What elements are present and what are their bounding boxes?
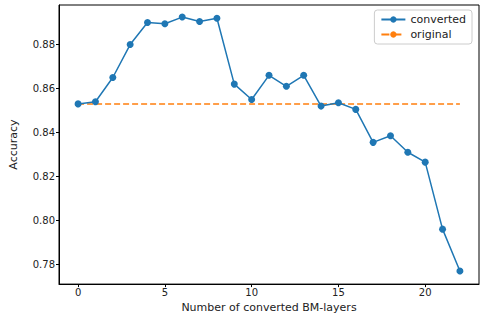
svg-text:original: original bbox=[410, 28, 451, 41]
svg-text:0.84: 0.84 bbox=[33, 127, 55, 138]
svg-text:0.80: 0.80 bbox=[33, 215, 55, 226]
svg-text:Accuracy: Accuracy bbox=[7, 119, 20, 170]
svg-text:0.88: 0.88 bbox=[33, 39, 55, 50]
svg-text:Number of converted BM-layers: Number of converted BM-layers bbox=[181, 301, 356, 314]
svg-text:0.78: 0.78 bbox=[33, 259, 55, 270]
svg-text:20: 20 bbox=[419, 287, 432, 298]
svg-text:5: 5 bbox=[162, 287, 168, 298]
svg-text:0.86: 0.86 bbox=[33, 83, 55, 94]
svg-text:15: 15 bbox=[332, 287, 345, 298]
svg-text:converted: converted bbox=[410, 13, 466, 26]
svg-text:0.82: 0.82 bbox=[33, 171, 55, 182]
svg-text:10: 10 bbox=[245, 287, 258, 298]
svg-text:0: 0 bbox=[75, 287, 81, 298]
